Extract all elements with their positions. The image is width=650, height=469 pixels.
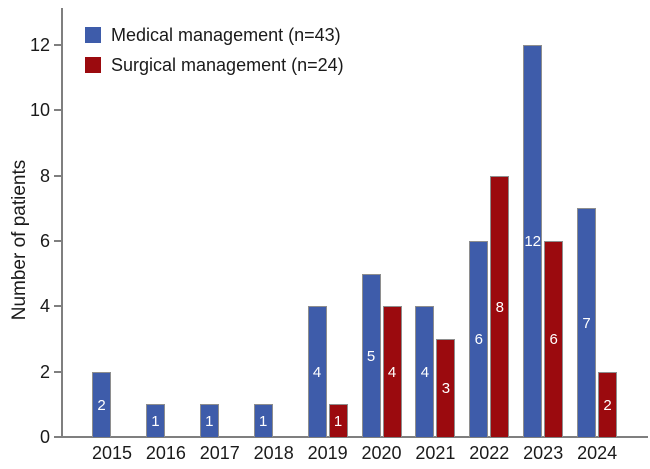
legend-label-surgical: Surgical management (n=24) <box>111 54 344 75</box>
bar-value-label: 7 <box>582 314 591 332</box>
bar-medical-2024: 7 <box>577 208 597 437</box>
bar-medical-2019: 4 <box>307 306 327 437</box>
bar-surgical-2022: 8 <box>490 176 510 437</box>
x-tick-label: 2024 <box>577 443 618 463</box>
bar-surgical-2023: 6 <box>544 241 564 437</box>
bar-value-label: 1 <box>205 412 214 430</box>
y-tick-label: 12 <box>29 34 50 55</box>
bar-group-2016: 1 <box>145 404 186 437</box>
bar-surgical-2019: 1 <box>328 404 348 437</box>
y-tick <box>54 43 62 46</box>
x-tick-label: 2022 <box>469 443 510 463</box>
bar-surgical-2021: 3 <box>436 339 456 437</box>
y-tick-label: 10 <box>29 100 50 121</box>
y-tick <box>54 370 62 373</box>
y-tick-label: 0 <box>39 427 50 447</box>
y-tick <box>54 436 62 438</box>
bar-medical-2015: 2 <box>92 372 111 437</box>
y-axis-line <box>61 8 63 437</box>
x-tick-label: 2015 <box>91 443 133 463</box>
x-tick-label: 2017 <box>199 443 240 463</box>
x-tick-label: 2016 <box>145 443 186 463</box>
bar-group-2018: 1 <box>253 404 294 437</box>
legend-row-medical: Medical management (n=43) <box>85 24 344 45</box>
x-tick-label: 2021 <box>415 443 456 463</box>
bar-value-label: 4 <box>420 363 430 381</box>
legend-row-surgical: Surgical management (n=24) <box>85 54 344 75</box>
x-tick-label: 2023 <box>523 443 564 463</box>
y-tick <box>54 174 62 177</box>
bar-value-label: 5 <box>366 347 376 365</box>
bar-value-label: 2 <box>97 396 106 414</box>
surgical-legend-swatch-icon <box>85 57 101 73</box>
x-tick-label: 2020 <box>361 443 402 463</box>
bar-value-label: 4 <box>387 363 397 381</box>
y-tick-label: 6 <box>39 230 50 251</box>
bar-value-label: 3 <box>441 380 451 397</box>
bar-value-label: 4 <box>312 363 322 381</box>
bar-value-label: 6 <box>549 331 558 348</box>
legend: Medical management (n=43) Surgical manag… <box>85 24 344 86</box>
bar-group-2015: 2 <box>92 372 132 437</box>
legend-label-medical: Medical management (n=43) <box>111 24 341 45</box>
bar-medical-2022: 6 <box>469 241 489 437</box>
bar-group-2017: 1 <box>199 404 240 437</box>
bar-medical-2023: 12 <box>523 45 543 437</box>
bar-value-label: 2 <box>603 396 612 414</box>
x-tick-label: 2019 <box>307 443 348 463</box>
bar-medical-2020: 5 <box>361 274 381 437</box>
y-tick <box>54 305 62 308</box>
bar-value-label: 8 <box>495 298 504 316</box>
x-tick-label: 2018 <box>253 443 294 463</box>
y-tick <box>54 239 62 242</box>
y-tick-label: 8 <box>39 165 50 186</box>
y-tick-label: 2 <box>39 361 50 382</box>
bar-group-2023: 12 6 <box>523 45 564 437</box>
x-axis-line <box>61 436 648 438</box>
bar-surgical-2020: 4 <box>382 306 402 437</box>
bar-value-label: 12 <box>524 233 542 250</box>
medical-legend-swatch-icon <box>85 27 101 43</box>
bar-medical-2016: 1 <box>145 404 165 437</box>
bar-medical-2018: 1 <box>253 404 273 437</box>
bar-value-label: 1 <box>151 412 160 430</box>
y-tick-label: 4 <box>39 296 50 317</box>
bar-value-label: 6 <box>474 331 483 348</box>
bar-surgical-2024: 2 <box>598 372 618 437</box>
bar-medical-2017: 1 <box>199 404 219 437</box>
bar-value-label: 1 <box>333 412 343 430</box>
y-tick <box>54 109 62 112</box>
bar-medical-2021: 4 <box>415 306 435 437</box>
bar-value-label: 1 <box>259 412 268 430</box>
